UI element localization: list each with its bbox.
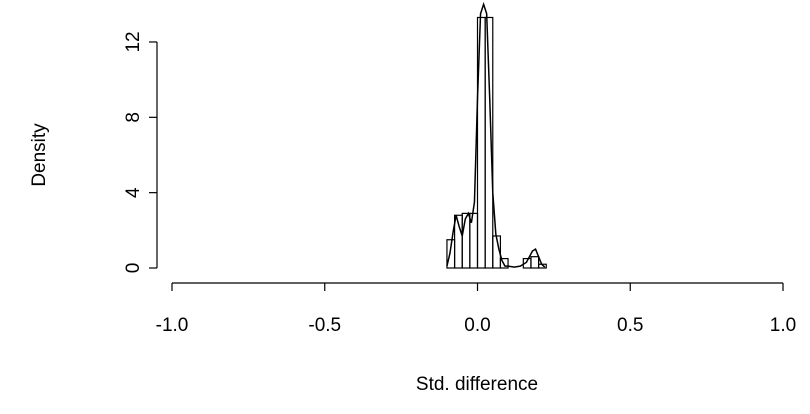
bar <box>461 212 471 269</box>
bar <box>484 16 494 269</box>
y-tick-label: 12 <box>123 31 144 52</box>
x-tick-label: -0.5 <box>308 315 341 336</box>
y-tick-label: 4 <box>123 187 144 198</box>
y-tick-label: 8 <box>123 112 144 123</box>
x-tick-label: 0.0 <box>464 315 490 336</box>
bar <box>530 256 540 269</box>
x-tick-label: 0.5 <box>617 315 643 336</box>
y-axis-label: Density <box>29 123 50 187</box>
x-axis-label: Std. difference <box>416 374 538 395</box>
bar <box>499 257 509 269</box>
x-tick-label: 1.0 <box>770 315 796 336</box>
density-line <box>446 1 546 268</box>
x-tick-label: -1.0 <box>156 315 189 336</box>
y-tick-label: 0 <box>123 263 144 274</box>
